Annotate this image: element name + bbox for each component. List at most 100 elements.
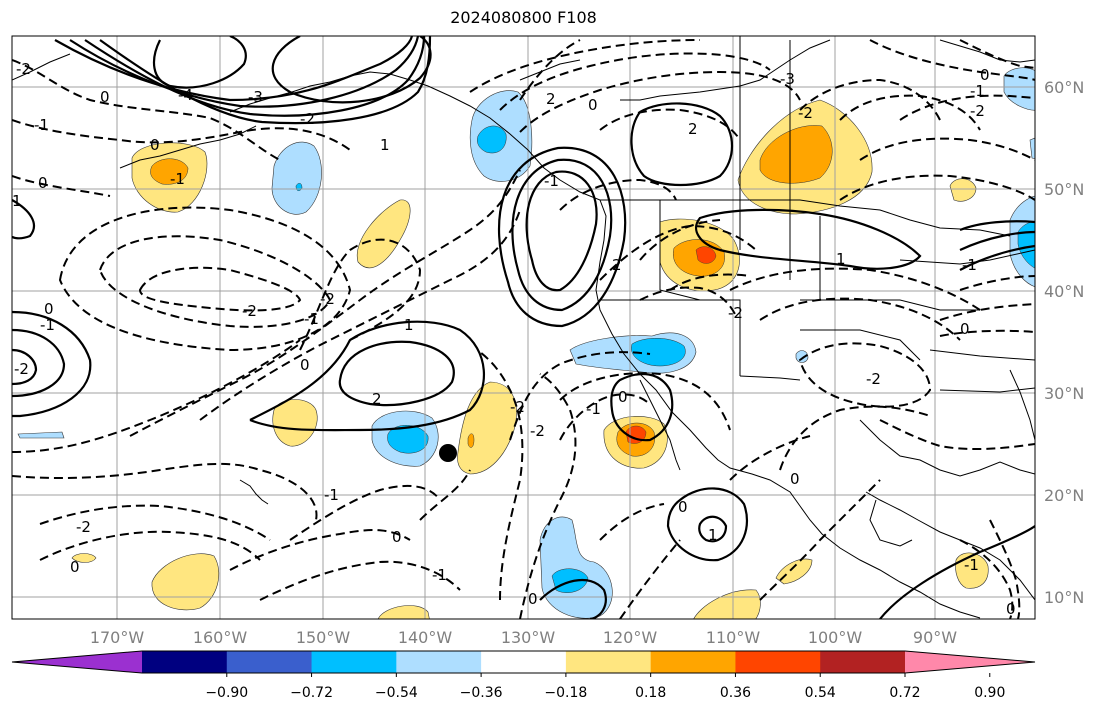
colorbar-tick-label: −0.90	[205, 685, 248, 701]
contour-label: -1	[962, 256, 977, 274]
contour-label: -4	[178, 86, 193, 104]
contour-label: -2	[76, 518, 91, 536]
colorbar-segment	[142, 651, 228, 673]
colorbar-tick-label: 0.18	[635, 685, 666, 701]
contour-label: -2	[300, 110, 315, 128]
anomaly-blob	[150, 158, 189, 185]
contour-label: 1	[380, 136, 390, 154]
dashed-contours	[12, 39, 1035, 619]
contour-label: 2	[372, 390, 382, 408]
contour-label: -1	[586, 400, 601, 418]
contour-label: -1	[964, 556, 979, 574]
lon-label: 170°W	[90, 628, 145, 647]
lon-label: 130°W	[501, 628, 556, 647]
colorbar-extension-low	[12, 651, 142, 673]
contour-label: -2	[510, 398, 525, 416]
anomaly-blob	[631, 338, 686, 367]
map-frame	[11, 35, 1036, 620]
lon-label: 100°W	[808, 628, 863, 647]
colorbar-tick-label: −0.54	[375, 685, 418, 701]
contour-label: -1	[970, 82, 985, 100]
contour-label: -2	[866, 370, 881, 388]
anomaly-blob	[71, 553, 97, 563]
contour-label: 0	[44, 300, 54, 318]
contour-label: -1	[34, 116, 49, 134]
anomaly-blob	[759, 125, 833, 184]
colorbar-segment	[735, 651, 821, 673]
colorbar-segment	[820, 651, 906, 673]
lon-label: 140°W	[398, 628, 453, 647]
contour-label: -2	[16, 60, 31, 78]
contour-label: 0	[528, 590, 538, 608]
contour-label: 0	[300, 356, 310, 374]
contour-label: 1	[836, 250, 846, 268]
colorbar-labels: −0.90 −0.72 −0.54 −0.36 −0.18 0.18 0.36 0.54 0.7…	[205, 673, 1005, 701]
anomaly-blob	[151, 553, 220, 611]
contour-label: -3	[248, 88, 263, 106]
longitude-labels: 170°W 160°W 150°W 140°W 130°W 120°W 110°…	[90, 628, 957, 647]
solid-contours	[12, 36, 1035, 619]
anomaly-blob	[17, 431, 65, 439]
colorbar-extension-high	[905, 651, 1035, 673]
anomaly-blob	[477, 125, 507, 154]
anomaly-blob	[955, 552, 989, 589]
contour-label: 0	[392, 528, 402, 546]
colorbar-segment	[311, 651, 397, 673]
contour-label: 1	[708, 526, 718, 544]
colorbar-segment	[650, 651, 736, 673]
contour-label: -2	[728, 304, 743, 322]
contour-label: -2	[242, 302, 257, 320]
contour-label: 0	[588, 96, 598, 114]
contour-label: 0	[790, 470, 800, 488]
colorbar-segment	[226, 651, 313, 673]
anomaly-blob	[795, 350, 809, 363]
shading-layer	[17, 67, 1035, 619]
lon-label: 150°W	[296, 628, 351, 647]
lat-label: 40°N	[1044, 282, 1084, 301]
lon-label: 160°W	[193, 628, 248, 647]
contour-label: -2	[970, 102, 985, 120]
contour-label: -1	[304, 310, 319, 328]
lon-label: 110°W	[706, 628, 761, 647]
coastlines	[12, 36, 1035, 619]
colorbar-outline	[11, 650, 1036, 674]
contour-label: 2	[546, 90, 556, 108]
contour-label: -1	[324, 486, 339, 504]
contour-label: 0	[100, 88, 110, 106]
figure-title: 2024080800 F108	[450, 8, 597, 27]
contour-label: -2	[320, 290, 335, 308]
lon-label: 90°W	[913, 628, 957, 647]
colorbar-segment	[565, 651, 652, 673]
contour-label: 2	[612, 256, 622, 274]
anomaly-blob	[695, 246, 717, 264]
contour-label: -1	[170, 170, 185, 188]
anomaly-blob	[457, 381, 517, 475]
anomaly-blob	[1029, 137, 1035, 160]
lat-label: 10°N	[1044, 588, 1084, 607]
anomaly-blob	[467, 433, 475, 448]
anomaly-blob	[356, 199, 411, 269]
anomaly-blob	[949, 178, 977, 202]
contour-label: 1	[404, 316, 414, 334]
contour-label: -1	[432, 566, 447, 584]
contour-label: 0	[1006, 600, 1016, 618]
anomaly-blob	[539, 516, 613, 619]
anomaly-blob	[271, 141, 322, 215]
colorbar-tick-label: 0.36	[720, 685, 751, 701]
colorbar-tick-label: 0.90	[974, 685, 1005, 701]
colorbar-segment	[396, 651, 482, 673]
contour-label: -3	[780, 70, 795, 88]
lat-label: 50°N	[1044, 180, 1084, 199]
anomaly-blob	[295, 183, 303, 191]
colorbar-tick-label: 0.54	[805, 685, 836, 701]
contour-label: 0	[980, 66, 990, 84]
contour-label: 0	[70, 558, 80, 576]
lon-label: 120°W	[603, 628, 658, 647]
contour-label: -1	[544, 172, 559, 190]
contour-label: -2	[530, 422, 545, 440]
latitude-labels: 60°N 50°N 40°N 30°N 20°N 10°N	[1044, 78, 1084, 607]
lat-label: 30°N	[1044, 384, 1084, 403]
contour-label: 1	[12, 192, 22, 210]
lat-label: 60°N	[1044, 78, 1084, 97]
anomaly-blob	[775, 558, 813, 585]
